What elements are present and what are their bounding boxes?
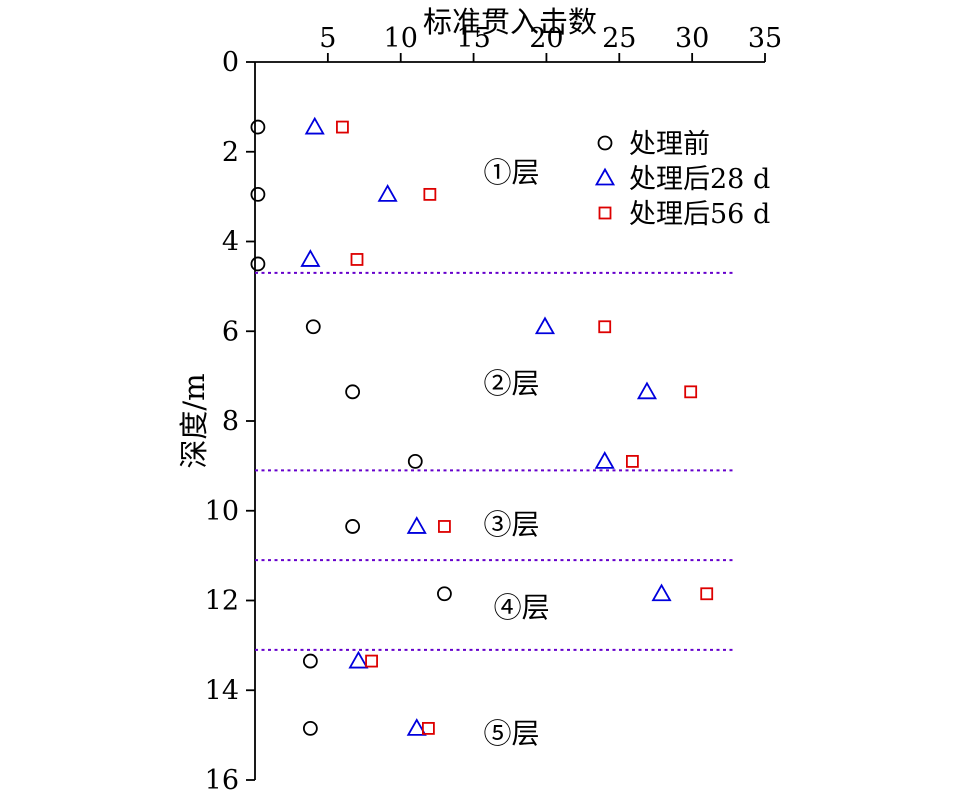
y-tick-label: 4 — [222, 227, 239, 258]
data-point-triangle — [300, 249, 321, 267]
data-point-circle — [437, 586, 452, 602]
data-point-square — [438, 520, 451, 533]
x-tick-label: 5 — [319, 23, 336, 54]
data-point-square — [421, 721, 435, 735]
data-point-circle — [250, 256, 266, 272]
data-point-square — [684, 385, 698, 399]
y-tick-label: 16 — [205, 765, 239, 796]
layer-label: ②层 — [483, 367, 539, 400]
y-tick-label: 14 — [205, 675, 239, 706]
layer-label: ③层 — [483, 508, 539, 541]
layer-label: ④层 — [494, 591, 550, 624]
legend-label: 处理前 — [629, 129, 710, 160]
y-axis-title: 深度/m — [177, 373, 211, 468]
y-tick-label: 8 — [222, 406, 239, 437]
legend-label: 处理后56 d — [629, 199, 770, 230]
data-point-triangle — [651, 583, 672, 602]
legend-label: 处理后28 d — [629, 164, 770, 195]
data-point-circle — [345, 384, 361, 400]
data-point-triangle — [304, 116, 325, 135]
data-point-triangle — [534, 316, 556, 335]
x-axis-title: 标准贯入击数 — [423, 5, 597, 39]
x-tick-label: 35 — [748, 23, 782, 54]
data-point-circle — [302, 653, 318, 669]
data-point-triangle — [377, 184, 398, 202]
data-point-circle — [305, 319, 321, 335]
data-point-triangle — [594, 451, 615, 469]
data-point-square — [350, 253, 364, 266]
x-tick-label: 15 — [456, 23, 490, 54]
y-tick-label: 12 — [205, 586, 239, 617]
data-point-square — [365, 654, 378, 668]
data-point-square — [598, 320, 612, 334]
layer-label: ⑤层 — [483, 717, 539, 750]
y-tick-label: 0 — [222, 47, 239, 78]
data-point-triangle — [406, 516, 427, 534]
x-tick-label: 30 — [675, 23, 709, 54]
data-point-circle — [302, 720, 318, 736]
data-point-triangle — [348, 650, 369, 669]
legend-marker-square — [598, 206, 612, 220]
x-tick-label: 10 — [384, 23, 418, 54]
data-point-circle — [345, 519, 361, 534]
legend-marker-circle — [597, 135, 613, 151]
data-point-circle — [250, 119, 266, 135]
data-point-triangle — [406, 718, 427, 736]
layer-label: ①层 — [483, 156, 539, 189]
data-point-square — [626, 454, 639, 468]
data-point-circle — [407, 453, 423, 469]
x-tick-label: 25 — [602, 23, 636, 54]
data-point-square — [700, 587, 714, 601]
data-point-square — [423, 187, 437, 201]
y-tick-label: 2 — [222, 137, 239, 168]
y-tick-label: 10 — [205, 496, 239, 527]
data-point-circle — [250, 186, 266, 202]
data-point-triangle — [636, 381, 658, 400]
legend-marker-triangle — [594, 167, 616, 186]
y-tick-label: 6 — [222, 316, 239, 347]
data-point-square — [336, 120, 349, 134]
x-tick-label: 20 — [529, 23, 563, 54]
